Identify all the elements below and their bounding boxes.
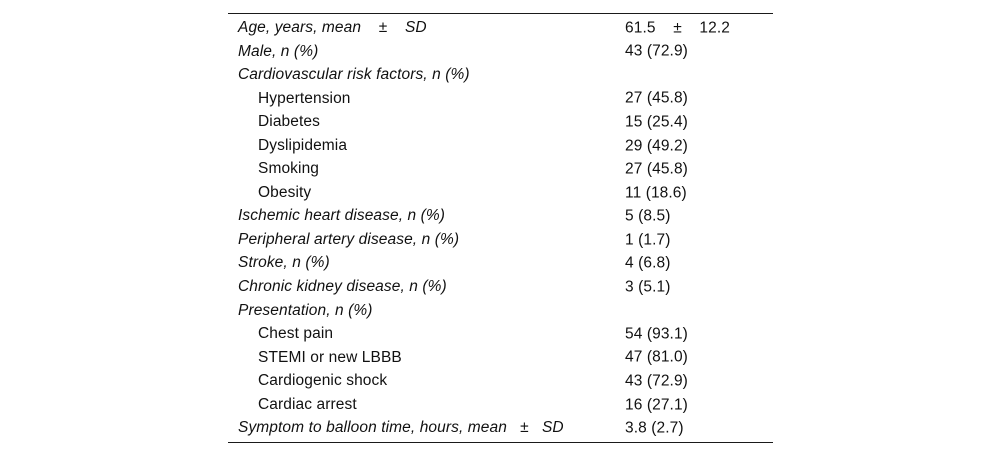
table-row: Age, years, mean ± SD 61.5 ± 12.2 xyxy=(228,16,773,40)
table-row: Symptom to balloon time, hours, mean ± S… xyxy=(228,416,773,440)
patient-characteristics-table: Age, years, mean ± SD 61.5 ± 12.2 Male, … xyxy=(228,13,773,443)
row-value: 27 (45.8) xyxy=(625,160,688,178)
table-row: Dyslipidemia 29 (49.2) xyxy=(228,134,773,158)
table-row: Cardiovascular risk factors, n (%) xyxy=(228,63,773,87)
table-row: Smoking 27 (45.8) xyxy=(228,157,773,181)
table-row: STEMI or new LBBB 47 (81.0) xyxy=(228,346,773,370)
row-value: 54 (93.1) xyxy=(625,325,688,343)
row-value: 11 (18.6) xyxy=(625,183,687,201)
table-row: Presentation, n (%) xyxy=(228,299,773,323)
row-value: 43 (72.9) xyxy=(625,372,688,390)
row-label: Smoking xyxy=(258,160,320,178)
table-row: Peripheral artery disease, n (%) 1 (1.7) xyxy=(228,228,773,252)
table-row: Obesity 11 (18.6) xyxy=(228,181,773,205)
row-label: Symptom to balloon time, hours, mean ± S… xyxy=(238,419,564,437)
row-value: 16 (27.1) xyxy=(625,395,688,413)
table-row: Male, n (%) 43 (72.9) xyxy=(228,40,773,64)
table-row: Chronic kidney disease, n (%) 3 (5.1) xyxy=(228,275,773,299)
table-row: Cardiogenic shock 43 (72.9) xyxy=(228,369,773,393)
row-value: 47 (81.0) xyxy=(625,348,688,366)
table-row: Ischemic heart disease, n (%) 5 (8.5) xyxy=(228,204,773,228)
row-value: 29 (49.2) xyxy=(625,136,688,154)
row-label: Cardiac arrest xyxy=(258,395,357,413)
row-value: 15 (25.4) xyxy=(625,113,688,131)
table-row: Chest pain 54 (93.1) xyxy=(228,322,773,346)
table-row: Cardiac arrest 16 (27.1) xyxy=(228,393,773,417)
row-value: 27 (45.8) xyxy=(625,89,688,107)
row-label: Male, n (%) xyxy=(238,42,319,60)
row-label: Ischemic heart disease, n (%) xyxy=(238,207,446,225)
row-label: Age, years, mean ± SD xyxy=(238,19,427,37)
row-label: Obesity xyxy=(258,183,312,201)
row-value: 4 (6.8) xyxy=(625,254,671,272)
row-label: Chest pain xyxy=(258,325,334,343)
row-value: 5 (8.5) xyxy=(625,207,671,225)
row-label: STEMI or new LBBB xyxy=(258,348,402,366)
row-label: Cardiogenic shock xyxy=(258,372,388,390)
row-label: Chronic kidney disease, n (%) xyxy=(238,278,447,296)
row-label: Peripheral artery disease, n (%) xyxy=(238,230,460,248)
row-value: 3 (5.1) xyxy=(625,278,671,296)
row-value: 1 (1.7) xyxy=(625,230,671,248)
table-row: Hypertension 27 (45.8) xyxy=(228,87,773,111)
table-row: Stroke, n (%) 4 (6.8) xyxy=(228,251,773,275)
row-label: Diabetes xyxy=(258,113,320,131)
row-label: Stroke, n (%) xyxy=(238,254,330,272)
table-body: Age, years, mean ± SD 61.5 ± 12.2 Male, … xyxy=(228,16,773,440)
row-label: Dyslipidemia xyxy=(258,136,348,154)
row-label: Presentation, n (%) xyxy=(238,301,373,319)
row-value: 3.8 (2.7) xyxy=(625,419,684,437)
row-label: Cardiovascular risk factors, n (%) xyxy=(238,66,470,84)
table-row: Diabetes 15 (25.4) xyxy=(228,110,773,134)
row-value: 43 (72.9) xyxy=(625,42,688,60)
row-label: Hypertension xyxy=(258,89,351,107)
row-value: 61.5 ± 12.2 xyxy=(625,19,730,37)
